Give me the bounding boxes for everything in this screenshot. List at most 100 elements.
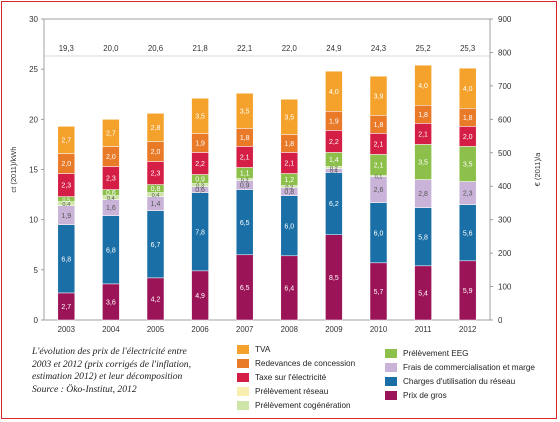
bar-segment: [414, 64, 432, 106]
bar-data-label: 3,5: [284, 114, 294, 121]
legend-item-taxe: Taxe sur l'électricité: [237, 373, 326, 382]
bar-data-label: 0,8: [151, 186, 161, 193]
bar-data-label: 2,7: [61, 138, 71, 145]
bar-data-label: 1,4: [151, 201, 161, 208]
bar-data-label: 5,7: [374, 289, 384, 296]
bar-data-label: 2,3: [106, 176, 116, 183]
y-right-tick-label: 0: [498, 316, 503, 325]
bar-data-label: 2,1: [418, 131, 428, 138]
y-right-tick-label: 600: [498, 115, 512, 124]
y-left-axis-title: ct (2011)/kWh: [9, 146, 18, 192]
bar-total-label: 25,2: [416, 44, 431, 53]
legend-swatch: [237, 345, 249, 354]
legend-item-tva: TVA: [237, 345, 270, 354]
bar-data-label: 1,9: [195, 141, 205, 148]
bar-data-label: 2,7: [61, 304, 71, 311]
legend-label: TVA: [255, 345, 271, 354]
bar-data-label: 0,4: [330, 169, 338, 175]
bar-data-label: 2,0: [463, 134, 473, 141]
y-right-tick-label: 900: [498, 15, 512, 24]
bar-segment: [369, 75, 388, 116]
x-category-label: 2004: [102, 325, 120, 334]
legend-swatch: [237, 373, 249, 382]
bar-data-label: 2,3: [61, 183, 71, 190]
legend-item-redevances: Redevances de concession: [237, 359, 355, 368]
legend-item-prix-gros: Prix de gros: [385, 391, 447, 400]
bar-total-label: 24,9: [326, 44, 341, 53]
bar-data-label: 1,4: [329, 157, 339, 164]
bar-segment: [191, 98, 209, 134]
x-category-label: 2012: [459, 325, 476, 334]
bar-data-label: 0,6: [106, 190, 116, 197]
bar-data-label: 6,8: [106, 247, 116, 254]
bar-data-label: 8,5: [329, 275, 339, 282]
bar-data-label: 2,1: [374, 163, 384, 170]
bar-data-label: 6,7: [151, 242, 161, 249]
bar-data-label: 0,5: [62, 198, 70, 204]
bar-data-label: 2,1: [284, 161, 294, 168]
bar-data-label: 2,2: [195, 161, 205, 168]
legend-label: Prélèvement EEG: [403, 349, 469, 358]
y-left-tick-label: 30: [29, 15, 38, 24]
y-right-tick-label: 200: [498, 249, 512, 258]
bar-segment: [102, 119, 120, 147]
bar-data-label: 0,3: [196, 184, 204, 190]
y-left-tick-label: 0: [34, 316, 39, 325]
y-right-tick-label: 700: [498, 82, 512, 91]
bar-data-label: 1,8: [418, 112, 428, 119]
bar-total-label: 24,3: [371, 44, 386, 53]
legend-label: Charges d'utilisation du réseau: [403, 377, 516, 386]
legend-label: Prélèvement cogénération: [255, 401, 351, 410]
bar-data-label: 0,6: [195, 187, 205, 194]
x-category-label: 2005: [147, 325, 165, 334]
legend-item-eeg: Prélèvement EEG: [385, 349, 469, 358]
legend-swatch: [385, 377, 397, 386]
legend-item-cogeneration: Prélèvement cogénération: [237, 401, 351, 410]
bar-data-label: 0,4: [107, 196, 115, 202]
bar-data-label: 6,5: [240, 285, 250, 292]
legend-swatch: [385, 349, 397, 358]
bar-data-label: 0,9: [195, 177, 205, 184]
legend-item-commercialisation: Frais de commercialisation et marge: [385, 363, 535, 372]
bar-data-label: 1,1: [240, 171, 250, 178]
bar-segment: [235, 92, 254, 129]
bar-data-label: 2,0: [151, 149, 161, 156]
bar-data-label: 0,2: [241, 178, 249, 184]
bar-segment: [458, 67, 477, 109]
legend-item-prelevement-reseau: Prélèvement réseau: [237, 387, 328, 396]
x-category-label: 2010: [370, 325, 388, 334]
y-right-tick-label: 400: [498, 182, 512, 191]
bar-data-label: 0,4: [152, 193, 160, 199]
bar-data-label: 2,0: [61, 161, 71, 168]
bar-total-label: 20,0: [103, 44, 119, 53]
x-category-label: 2009: [325, 325, 342, 334]
bar-data-label: 1,9: [61, 213, 71, 220]
caption-line-2: 2003 et 2012 (prix corrigés de l'inflati…: [32, 358, 191, 370]
bar-data-label: 1,8: [374, 122, 384, 129]
y-left-tick-label: 10: [29, 216, 38, 225]
stacked-bar-chart: 0510152025300100200300400500600700800900…: [9, 15, 542, 334]
bar-data-label: 2,7: [106, 130, 116, 137]
bar-total-label: 21,8: [193, 44, 208, 53]
y-right-tick-label: 300: [498, 216, 512, 225]
bar-total-label: 22,0: [282, 44, 298, 53]
y-left-tick-label: 20: [29, 115, 38, 124]
bar-data-label: 1,8: [463, 115, 473, 122]
caption-source: Source : Öko-Institut, 2012: [32, 383, 137, 395]
bar-data-label: 1,8: [240, 135, 250, 142]
bar-data-label: 0,4: [62, 202, 70, 208]
bar-data-label: 5,4: [418, 291, 428, 298]
bar-data-label: 2,1: [374, 142, 384, 149]
legend-swatch: [237, 387, 249, 396]
bar-data-label: 6,2: [329, 201, 339, 208]
bar-data-label: 6,5: [240, 220, 250, 227]
bar-data-label: 2,3: [151, 171, 161, 178]
bar-total-label: 22,1: [237, 44, 252, 53]
x-category-label: 2003: [58, 325, 75, 334]
legend-swatch: [237, 401, 249, 410]
bar-data-label: 4,2: [151, 297, 161, 304]
bar-data-label: 2,6: [374, 187, 384, 194]
bar-segment: [146, 113, 165, 142]
bar-total-label: 20,6: [148, 44, 163, 53]
bar-data-label: 0,2: [330, 166, 338, 172]
